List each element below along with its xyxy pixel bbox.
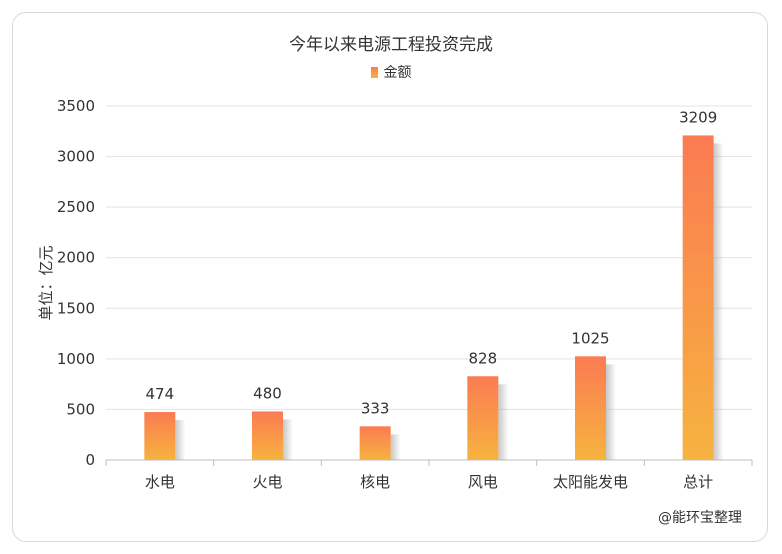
bar [252, 411, 283, 460]
y-axis-title: 单位：亿元 [37, 245, 55, 320]
x-tick-label: 水电 [145, 473, 175, 491]
bar-shadow [713, 143, 724, 461]
x-tick-label: 火电 [252, 473, 282, 491]
legend-swatch [370, 66, 378, 78]
x-tick-label: 总计 [683, 473, 713, 491]
bar [467, 376, 499, 460]
data-label: 480 [253, 384, 282, 402]
y-tick-label: 2500 [57, 198, 95, 216]
data-label: 333 [361, 399, 390, 417]
bar [575, 356, 606, 460]
chart-title: 今年以来电源工程投资完成 [289, 35, 493, 55]
bar [359, 426, 391, 460]
bar-shadow [283, 419, 293, 460]
y-tick-label: 500 [66, 400, 95, 418]
y-tick-label: 1500 [57, 299, 95, 317]
y-tick-label: 0 [85, 451, 95, 469]
bar-shadow [498, 384, 509, 460]
y-tick-label: 2000 [57, 249, 95, 267]
x-tick-label: 太阳能发电 [553, 473, 628, 491]
chart-legend[interactable]: 金额 [0, 62, 782, 82]
data-label: 828 [469, 349, 498, 367]
data-label: 474 [146, 385, 175, 403]
bar-shadow [606, 364, 616, 460]
y-tick-label: 3000 [57, 148, 95, 166]
bar [144, 412, 176, 460]
source-credit: @能环宝整理 [658, 510, 742, 526]
y-tick-label: 3500 [57, 97, 95, 115]
y-tick-label: 1000 [57, 350, 95, 368]
x-tick-label: 风电 [468, 473, 498, 491]
x-tick-label: 核电 [360, 473, 390, 491]
bar-shadow [390, 434, 401, 460]
bar-shadow [175, 420, 186, 460]
data-label: 3209 [679, 108, 717, 126]
bar [682, 135, 714, 461]
data-label: 1025 [571, 329, 609, 347]
legend-label: 金额 [383, 65, 412, 81]
